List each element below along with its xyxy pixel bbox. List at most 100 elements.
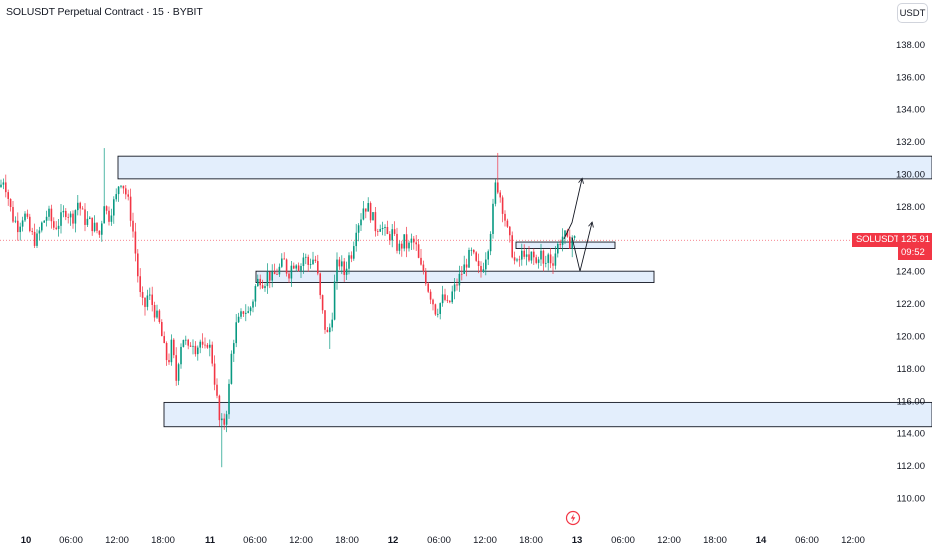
candle-body bbox=[139, 276, 141, 293]
candle-body bbox=[237, 316, 240, 323]
candle-body bbox=[98, 230, 101, 235]
candle-body bbox=[513, 257, 516, 261]
candle bbox=[38, 226, 41, 241]
candle-body bbox=[125, 188, 127, 195]
candle-body bbox=[269, 271, 271, 281]
candle-body bbox=[535, 257, 537, 263]
candle bbox=[269, 271, 271, 289]
candle bbox=[230, 350, 233, 385]
candle bbox=[456, 278, 458, 291]
candle bbox=[523, 244, 525, 260]
candle bbox=[365, 208, 367, 219]
candle-body bbox=[120, 185, 122, 187]
currency-button[interactable]: USDT bbox=[897, 3, 928, 23]
candle-body bbox=[504, 213, 506, 221]
candle-body bbox=[117, 186, 120, 195]
zone-small-range bbox=[515, 241, 616, 249]
candle-body bbox=[77, 202, 79, 211]
candle bbox=[173, 338, 175, 359]
candle-body bbox=[449, 300, 451, 303]
candle bbox=[117, 185, 120, 202]
candle-body bbox=[345, 268, 348, 275]
candle-body bbox=[290, 265, 293, 279]
candle bbox=[242, 310, 245, 318]
candle bbox=[156, 304, 158, 319]
candle bbox=[113, 196, 115, 224]
candle-body bbox=[461, 273, 463, 275]
candle bbox=[367, 197, 369, 212]
candle bbox=[170, 334, 173, 366]
candle-body bbox=[69, 213, 72, 218]
candle bbox=[444, 288, 446, 302]
candle-body bbox=[60, 212, 62, 226]
time-tick-label: 18:00 bbox=[335, 535, 359, 546]
candle bbox=[453, 278, 456, 300]
candle-body bbox=[362, 208, 365, 220]
candle bbox=[175, 347, 177, 386]
candle-body bbox=[336, 259, 338, 282]
candle bbox=[261, 279, 264, 289]
candle-body bbox=[367, 203, 369, 212]
candle-body bbox=[180, 346, 182, 365]
time-axis: 10 06:00 12:00 18:00 11 06:00 12:00 18:00 12 06:0… bbox=[21, 535, 865, 546]
candle bbox=[29, 213, 31, 233]
candle-body bbox=[65, 210, 67, 217]
candle-body bbox=[134, 231, 137, 254]
candle-body bbox=[357, 225, 360, 233]
candle bbox=[33, 223, 36, 249]
candle-body bbox=[101, 223, 103, 235]
candle bbox=[158, 309, 161, 324]
candle-body bbox=[235, 322, 237, 344]
candle-body bbox=[48, 208, 50, 217]
candle-body bbox=[293, 265, 295, 269]
candle-body bbox=[333, 281, 336, 320]
candle bbox=[96, 222, 98, 234]
candle-body bbox=[151, 294, 153, 305]
candle bbox=[137, 249, 139, 283]
candle bbox=[425, 267, 427, 286]
candle bbox=[235, 314, 237, 348]
candle bbox=[201, 333, 204, 349]
candle bbox=[401, 240, 403, 257]
candle-body bbox=[5, 182, 7, 193]
candle bbox=[271, 264, 273, 288]
candle-body bbox=[324, 310, 326, 330]
candle bbox=[14, 216, 17, 224]
candle-body bbox=[393, 229, 396, 234]
candle bbox=[384, 224, 386, 236]
candle-body bbox=[141, 292, 144, 298]
candle bbox=[509, 225, 511, 243]
candle bbox=[516, 257, 518, 263]
candle-body bbox=[247, 311, 249, 313]
candle-body bbox=[559, 243, 561, 245]
candle-body bbox=[425, 271, 427, 284]
projection-arrow-1 bbox=[563, 179, 582, 239]
candle bbox=[557, 241, 559, 258]
candle-body bbox=[384, 226, 386, 228]
candle bbox=[278, 263, 281, 278]
candle-body bbox=[329, 327, 331, 333]
candle-body bbox=[485, 259, 487, 270]
candle bbox=[297, 262, 300, 272]
candle-body bbox=[201, 341, 204, 345]
candle bbox=[391, 224, 393, 248]
tradingview-flash-icon[interactable] bbox=[565, 510, 581, 526]
candle bbox=[494, 179, 497, 207]
candle bbox=[19, 222, 21, 241]
bar-countdown: 09:52 bbox=[901, 247, 925, 258]
candle-body bbox=[377, 231, 379, 232]
candle bbox=[485, 252, 487, 276]
candle-body bbox=[67, 216, 69, 218]
candle-body bbox=[163, 336, 165, 343]
candle bbox=[218, 394, 221, 427]
candle-body bbox=[149, 294, 151, 296]
candle bbox=[542, 249, 545, 272]
candle bbox=[12, 201, 14, 224]
candle bbox=[372, 211, 374, 221]
candle bbox=[110, 208, 113, 226]
candle-body bbox=[480, 266, 482, 272]
time-tick-label: 12:00 bbox=[657, 535, 681, 546]
candle-body bbox=[463, 264, 465, 274]
